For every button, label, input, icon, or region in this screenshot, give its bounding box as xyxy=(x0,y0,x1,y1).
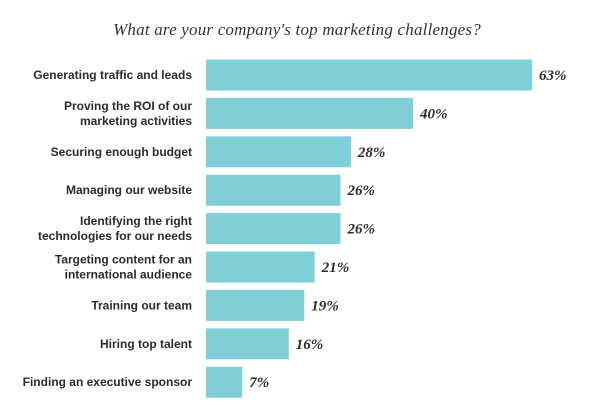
bar xyxy=(206,97,413,129)
value-label: 7% xyxy=(249,375,269,391)
category-label: Targeting content for an international au… xyxy=(55,253,192,282)
category-label: Generating traffic and leads xyxy=(33,68,192,82)
value-label: 26% xyxy=(347,183,376,199)
value-label: 40% xyxy=(419,106,448,122)
value-label: 63% xyxy=(539,68,567,84)
bar xyxy=(206,213,341,245)
category-label: Finding an executive sponsor xyxy=(23,375,193,389)
bar xyxy=(206,366,243,398)
bar xyxy=(206,136,351,168)
bar xyxy=(206,59,532,91)
value-label: 28% xyxy=(357,145,386,161)
value-label: 19% xyxy=(311,298,339,314)
value-label: 16% xyxy=(296,337,324,353)
category-label: Proving the ROI of our marketing activiti… xyxy=(64,99,192,128)
bar xyxy=(206,251,315,283)
category-label: Training our team xyxy=(91,298,192,312)
category-label: Managing our website xyxy=(66,183,192,197)
bar xyxy=(206,289,305,321)
category-label: Hiring top talent xyxy=(100,337,192,351)
bar xyxy=(206,328,289,360)
chart-title: What are your company's top marketing ch… xyxy=(113,20,481,39)
value-label: 21% xyxy=(321,260,350,276)
category-label: Securing enough budget xyxy=(51,145,192,159)
bar xyxy=(206,174,341,206)
value-label: 26% xyxy=(347,222,376,238)
category-label: Identifying the right technologies for ou… xyxy=(38,214,192,243)
